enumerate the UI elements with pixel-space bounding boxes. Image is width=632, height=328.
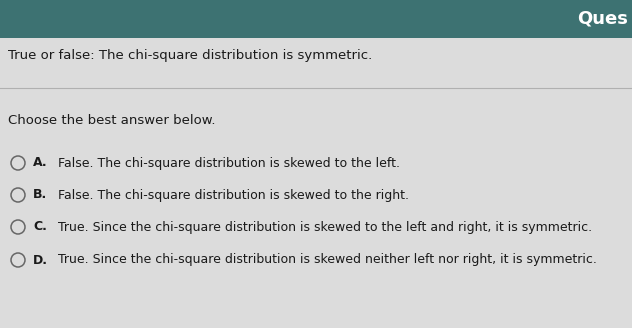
Bar	[0, 0, 632, 38]
Text: True. Since the chi-square distribution is skewed to the left and right, it is s: True. Since the chi-square distribution …	[50, 220, 592, 234]
Text: True or false: The chi-square distribution is symmetric.: True or false: The chi-square distributi…	[8, 49, 372, 62]
Text: True. Since the chi-square distribution is skewed neither left nor right, it is : True. Since the chi-square distribution …	[50, 254, 597, 266]
Text: False. The chi-square distribution is skewed to the left.: False. The chi-square distribution is sk…	[50, 156, 400, 170]
Text: False. The chi-square distribution is skewed to the right.: False. The chi-square distribution is sk…	[50, 189, 409, 201]
Text: A.: A.	[33, 156, 47, 170]
Text: Ques: Ques	[577, 10, 628, 28]
Text: C.: C.	[33, 220, 47, 234]
Text: Choose the best answer below.: Choose the best answer below.	[8, 113, 216, 127]
Text: D.: D.	[33, 254, 48, 266]
Text: B.: B.	[33, 189, 47, 201]
